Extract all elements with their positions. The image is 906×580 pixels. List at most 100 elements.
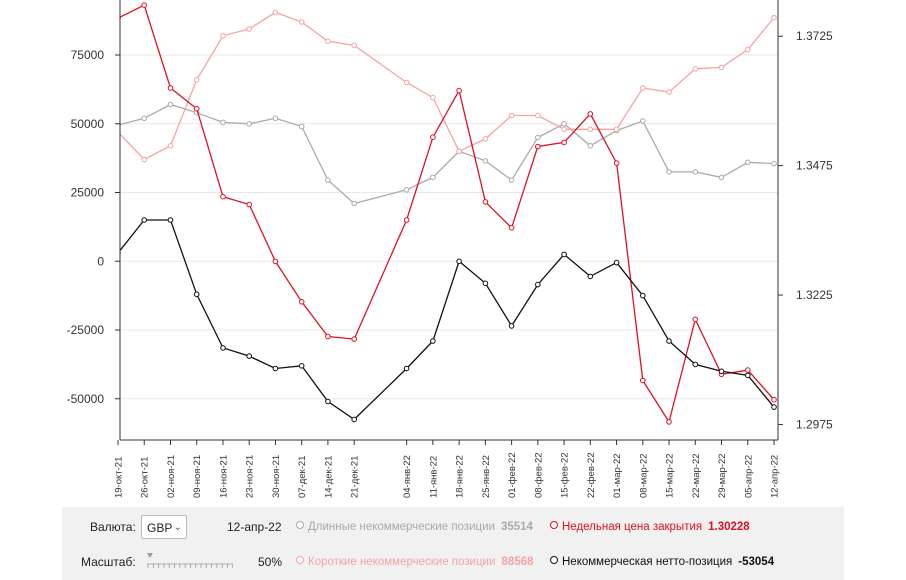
data-point (718, 174, 725, 181)
scale-slider[interactable] (147, 551, 233, 569)
data-point (141, 2, 147, 8)
data-point (718, 368, 725, 375)
data-point (561, 126, 567, 133)
legend-close[interactable]: Недельная цена закрытия 1.30228 (550, 521, 750, 533)
data-point (692, 66, 699, 72)
legend-net[interactable]: Некоммерческая нетто-позиция -53054 (550, 556, 774, 568)
data-point (430, 134, 436, 140)
data-point (535, 143, 541, 150)
x-tick-label: 22-фев-22 (586, 452, 597, 498)
data-point (403, 365, 410, 372)
grid-lines (120, 54, 778, 400)
selected-date: 12-апр-22 (227, 520, 282, 534)
series-line (120, 11, 775, 161)
data-point (298, 363, 305, 369)
x-tick-label: 22-мар-22 (691, 453, 702, 498)
data-point (403, 187, 410, 193)
data-point (745, 159, 751, 166)
scale-value: 50% (258, 555, 283, 569)
series-1 (120, 9, 777, 163)
data-point (666, 338, 672, 344)
data-point (193, 105, 200, 112)
data-point (613, 160, 620, 166)
series-2 (120, 2, 777, 425)
data-point (666, 419, 672, 425)
left-tick-label: 25000 (71, 186, 105, 200)
series-layer (120, 2, 777, 425)
left-tick-label: 0 (97, 254, 104, 268)
left-tick-label: 75000 (71, 48, 105, 62)
x-tick-label: 12-апр-22 (770, 455, 781, 498)
legend-net-value: -53054 (738, 556, 775, 568)
right-tick-label: 1.3475 (796, 159, 833, 173)
data-point (482, 199, 489, 205)
data-point (220, 33, 226, 39)
x-tick-label: 19-окт-21 (114, 457, 125, 498)
data-point (325, 333, 331, 340)
data-point (456, 258, 462, 265)
data-point (193, 77, 200, 83)
data-point (561, 251, 567, 258)
slider-thumb[interactable] (147, 553, 153, 558)
x-tick-label: 30-ноя-21 (271, 455, 282, 498)
data-point (561, 139, 567, 146)
data-point (771, 396, 777, 403)
legend-net-marker (550, 556, 558, 564)
legend-short-marker (296, 556, 304, 564)
data-point (508, 323, 515, 329)
data-point (508, 112, 515, 119)
data-point (430, 94, 436, 101)
left-axis-ticks: 75000 50000 25000 0 -25000 -50000 (67, 48, 120, 406)
data-point (351, 42, 358, 49)
data-point (141, 217, 147, 223)
data-point (666, 89, 672, 95)
x-tick-label: 14-дек-21 (323, 456, 334, 498)
controls-panel: Валюта: GBP ⌄ 12-апр-22 Масштаб: 50% Дли… (62, 507, 844, 580)
data-point (325, 177, 331, 183)
data-point (272, 258, 279, 265)
data-point (272, 9, 279, 16)
data-point (193, 291, 200, 298)
data-point (508, 177, 515, 183)
data-point (482, 158, 489, 164)
data-point (561, 121, 567, 127)
data-point (456, 148, 462, 155)
x-tick-label: 26-окт-21 (140, 457, 151, 498)
x-tick-label: 15-мар-22 (665, 453, 676, 498)
legend-long-marker (296, 521, 304, 529)
series-3 (120, 217, 777, 423)
currency-select[interactable]: GBP ⌄ (141, 515, 187, 539)
data-point (666, 169, 672, 175)
x-tick-label: 11-янв-22 (428, 456, 439, 498)
x-tick-label: 21-дек-21 (350, 456, 361, 498)
data-point (298, 123, 305, 130)
data-point (246, 26, 252, 32)
data-point (771, 14, 777, 21)
data-point (535, 112, 541, 119)
currency-label: Валюта: (90, 520, 136, 534)
data-point (220, 193, 226, 200)
legend-long[interactable]: Длинные некоммерческие позиции 35514 (296, 521, 533, 533)
data-point (351, 336, 358, 342)
series-line (120, 219, 775, 421)
data-point (351, 416, 358, 423)
legend-net-label: Некоммерческая нетто-позиция (562, 556, 733, 568)
data-point (456, 87, 462, 94)
left-tick-label: -50000 (67, 392, 105, 406)
x-tick-label: 25-янв-22 (481, 455, 492, 498)
data-point (325, 38, 331, 45)
left-tick-label: -25000 (67, 323, 105, 337)
data-point (298, 299, 305, 305)
legend-close-label: Недельная цена закрытия (562, 521, 703, 533)
data-point (167, 101, 174, 108)
chevron-down-icon: ⌄ (173, 522, 182, 533)
right-axis-ticks: 1.3725 1.3475 1.3225 1.2975 (778, 29, 833, 431)
x-tick-label: 16-ноя-21 (218, 455, 229, 498)
legend-long-label: Длинные некоммерческие позиции (308, 521, 495, 533)
legend-short[interactable]: Короткие некоммерческие позиции 88568 (296, 556, 533, 568)
slider-ticks (147, 564, 233, 568)
data-point (167, 85, 174, 91)
right-tick-label: 1.2975 (796, 417, 833, 431)
data-point (246, 201, 252, 208)
data-point (640, 292, 646, 299)
